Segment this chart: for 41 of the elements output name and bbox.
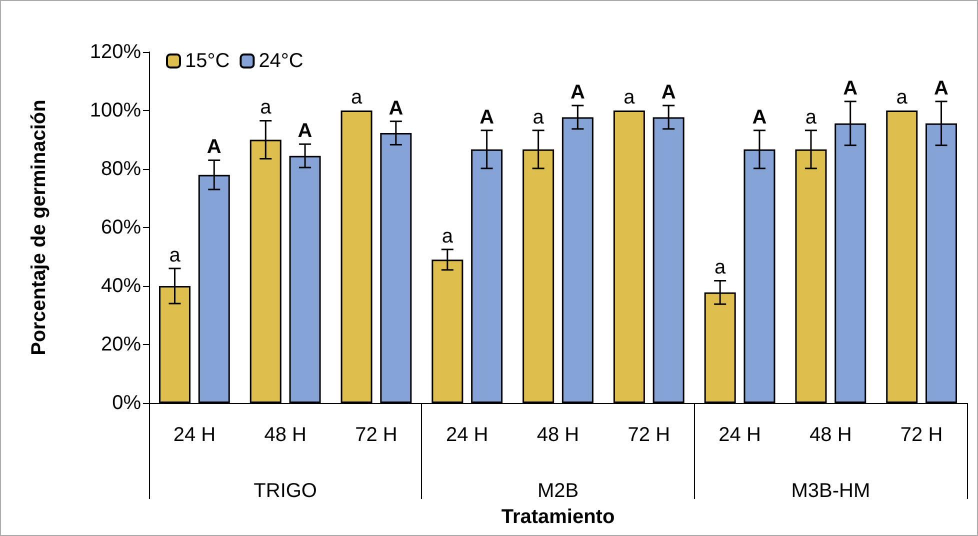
legend-label: 24°C <box>258 50 304 72</box>
x-tick-label: 48 H <box>810 424 852 446</box>
data-label: a <box>714 256 727 279</box>
data-label: A <box>843 77 858 100</box>
legend-label: 15°C <box>185 50 230 72</box>
data-label: a <box>260 96 272 119</box>
y-tick-label: 80% <box>100 158 142 180</box>
data-label: a <box>442 225 454 248</box>
x-tick-label: 24 H <box>173 424 216 446</box>
x-tick-label: 48 H <box>536 424 580 446</box>
data-label: A <box>934 77 948 100</box>
y-tick-label: 120% <box>90 41 142 63</box>
x-axis-title: Tratamiento <box>501 506 615 528</box>
data-label: A <box>298 120 312 142</box>
x-tick-label: 72 H <box>900 424 943 446</box>
data-label: a <box>350 86 363 108</box>
data-label: a <box>624 86 636 108</box>
data-label: A <box>388 97 404 120</box>
data-label: a <box>896 86 908 108</box>
x-tick-label: 72 H <box>355 424 398 446</box>
data-label: a <box>532 106 545 128</box>
x-tick-label: 24 H <box>446 424 488 446</box>
x-tick-label: 72 H <box>628 424 670 446</box>
y-tick-label: 40% <box>100 275 142 297</box>
text: TRIGO <box>254 480 318 502</box>
data-label: A <box>480 106 494 128</box>
data-label: A <box>752 106 767 128</box>
y-tick-label: 60% <box>100 216 142 238</box>
x-tick-label: 24 H <box>718 424 761 446</box>
text: M3B-HM <box>791 480 870 502</box>
y-tick-label: 20% <box>100 334 142 356</box>
data-label: a <box>169 244 182 266</box>
text: M2B <box>537 480 579 502</box>
data-label: A <box>661 82 676 104</box>
y-axis-title: Porcentaje de germinación <box>28 100 50 356</box>
y-tick-label: 0% <box>112 392 142 414</box>
data-label: A <box>206 136 222 158</box>
y-tick-label: 100% <box>90 100 142 122</box>
data-label: A <box>570 82 585 104</box>
data-label: a <box>805 106 818 128</box>
x-tick-label: 48 H <box>264 424 306 446</box>
